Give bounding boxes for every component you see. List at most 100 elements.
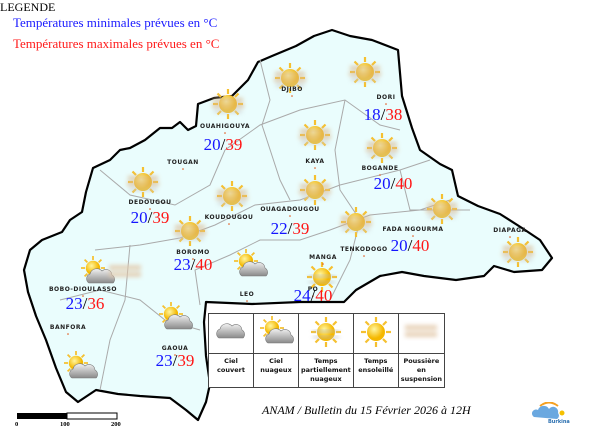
city-dot [289,215,291,217]
overcast-icon [216,323,245,339]
separator: / [407,236,413,255]
city-temperature: 22/39 [271,219,310,239]
max-temp: 40 [412,236,430,255]
scale-tick: 0 [15,421,19,428]
city-label: BOBO-DIOULASSO [48,286,118,293]
key-icon-cell [397,313,446,354]
city-temperature: 20/40 [391,236,430,256]
city-label: DJIBO [281,86,303,93]
city-dot [314,167,316,169]
city-dot [363,255,365,257]
key-label: Temps ensoleillé [352,353,399,388]
city-label: LEO [239,291,255,298]
city-temperature: 18/38 [364,105,403,125]
separator: / [310,286,316,305]
city-label: TENKODOGO [340,246,388,253]
city-label: DEDOUGOU [128,199,172,206]
separator: / [190,255,196,274]
max-temp: 40 [395,174,413,193]
city-temperature: 23/39 [156,351,195,371]
min-temp: 24 [293,286,311,305]
city-dot [312,295,314,297]
city-label: MANGA [309,254,337,261]
meteo-burkina-logo [532,402,565,419]
city-dot [67,333,69,335]
max-temp: 39 [152,208,170,227]
legend-max-temp: Températures maximales prévues en °C [13,36,220,51]
city-dot [322,263,324,265]
max-temp: 36 [87,294,105,313]
bulletin-date: ANAM / Bulletin du 15 Février 2026 à 12H [262,403,471,417]
min-temp: 23 [65,294,83,313]
city-dot [379,174,381,176]
city-dot [149,208,151,210]
city-label: BOROMO [176,249,210,256]
city-dot [291,95,293,97]
min-temp: 20 [390,236,408,255]
legend-title: LEGENDE [0,0,56,14]
city-label: FADA NGOURMA [382,226,444,233]
max-temp: 40 [195,255,213,274]
city-dot [228,223,230,225]
city-label: KOUDOUGOU [204,214,254,221]
city-label: DORI [376,94,396,101]
weather-key: Ciel couvert Ciel nuageux Temps partiellem… [208,313,446,388]
city-temperature: 20/39 [131,208,170,228]
city-temperature: 20/40 [374,174,413,194]
max-temp: 40 [315,286,333,305]
max-temp: 38 [385,105,403,124]
city-temperature: 23/36 [66,294,105,314]
separator: / [172,351,178,370]
city-dot [412,235,414,237]
city-label: OUAGADOUGOU [260,206,320,213]
min-temp: 18 [363,105,381,124]
key-label: Ciel nuageux [253,353,299,388]
city-dot [385,103,387,105]
city-label: BANFORA [49,324,87,331]
city-dot [174,354,176,356]
key-icon-cell [208,313,254,354]
scale-bar [17,412,118,420]
min-temp: 20 [203,135,221,154]
key-icon-cell [352,313,399,354]
min-temp: 23 [173,255,191,274]
max-temp: 39 [177,351,195,370]
legend-min-temp: Températures minimales prévues en °C [13,15,218,30]
sun-cloud-icon [256,314,296,350]
city-dot [246,300,248,302]
key-label: Ciel couvert [208,353,254,388]
city-label: DIAPAGA [493,227,527,234]
key-label: Poussière en suspension [397,353,446,388]
city-dot [182,168,184,170]
separator: / [82,294,88,313]
separator: / [147,208,153,227]
partly-cloudy-icon [306,314,346,350]
city-label: KAYA [305,158,325,165]
dust-icon [401,314,441,350]
city-dot [509,236,511,238]
min-temp: 20 [373,174,391,193]
sun-icon [359,315,392,349]
city-label: BOGANDE [361,165,399,172]
max-temp: 39 [292,219,310,238]
logo-text: Burkina [548,419,570,425]
city-temperature: 20/39 [204,135,243,155]
key-icon-cell [298,313,354,354]
separator: / [287,219,293,238]
min-temp: 20 [130,208,148,227]
city-temperature: 24/40 [294,286,333,306]
separator: / [390,174,396,193]
scale-tick: 200 [111,421,121,428]
max-temp: 39 [225,135,243,154]
key-label: Temps partiellement nuageux [298,353,354,388]
city-dot [192,258,194,260]
key-icon-cell [253,313,299,354]
separator: / [220,135,226,154]
city-label: GAOUA [161,345,189,352]
city-temperature: 23/40 [174,255,213,275]
min-temp: 22 [270,219,288,238]
city-dot [224,132,226,134]
city-label: PO [307,286,319,293]
